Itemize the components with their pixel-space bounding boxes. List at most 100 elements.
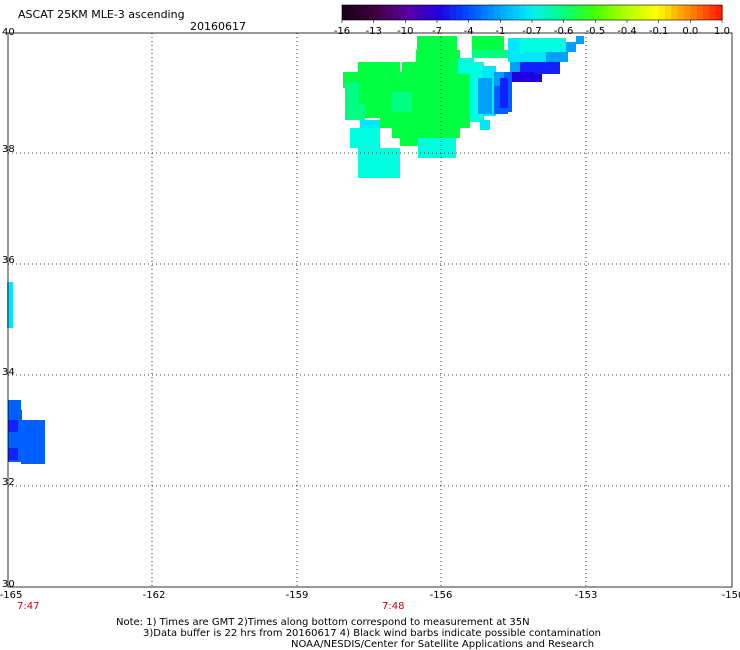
colorbar-segment [576,5,584,20]
data-cell [500,78,508,108]
colorbar-segment [342,5,349,20]
colorbar-segment [639,5,647,20]
data-cell [520,38,566,54]
data-cell [392,126,460,138]
colorbar-label: -7 [432,26,442,37]
data-cell [350,128,380,148]
colorbar-segment [557,5,565,20]
colorbar-segment [620,5,628,20]
graticule [8,33,732,587]
colorbar-segment [595,5,603,20]
colorbar-segment [437,5,444,20]
colorbar-segment [430,5,438,20]
colorbar-segment [608,5,615,20]
colorbar-label: -16 [333,26,351,37]
data-cell [343,72,473,88]
colorbar-segment [424,5,432,20]
colorbar-segment [405,5,413,20]
colorbar-segment [519,5,527,20]
colorbar-segment [532,5,539,20]
data-cell [478,78,492,114]
data-cell [472,50,516,58]
data-cell [8,420,18,432]
colorbar-label: 1.0 [714,26,730,37]
map-title: ASCAT 25KM MLE-3 ascending [18,8,185,21]
data-cell [7,282,13,328]
data-cell [512,72,542,82]
colorbar-segment [380,5,387,20]
colorbar-segment [715,5,723,20]
colorbar-segment [582,5,590,20]
colorbar-segment [494,5,501,20]
data-cell [402,62,472,74]
lon-label-165: -165 [0,590,23,601]
colorbar-segment [373,5,381,20]
data-cell [358,62,400,74]
data-cell [566,42,576,52]
colorbar-segment [354,5,362,20]
data-cell [416,50,460,64]
colorbar-segment [399,5,406,20]
colorbar-segment [462,5,470,20]
colorbar [341,4,723,23]
data-cell [472,36,504,50]
colorbar-segment [367,5,375,20]
colorbar-segment [614,5,622,20]
lat-label-32: 32 [2,477,15,488]
colorbar-segment [481,5,489,20]
data-cell [21,420,45,464]
colorbar-segment [443,5,451,20]
colorbar-segment [551,5,558,20]
data-cell [480,120,490,130]
colorbar-segment [475,5,482,20]
data-cell [8,448,18,460]
colorbar-segment [652,5,660,20]
colorbar-segment [544,5,552,20]
data-cells [7,36,584,464]
colorbar-label: -0.7 [522,26,542,37]
data-cell [345,82,359,106]
data-cell [576,36,584,44]
data-cell [358,148,400,178]
footer-credit: NOAA/NESDIS/Center for Satellite Applica… [291,639,595,650]
lon-label-153: -153 [574,590,598,601]
lon-label-150: -150 [721,590,740,601]
data-cell [400,138,420,146]
colorbar-segment [563,5,571,20]
colorbar-segment [538,5,546,20]
lat-label-36: 36 [2,255,15,266]
colorbar-segment [386,5,394,20]
colorbar-segment [392,5,400,20]
lon-label-156: -156 [429,590,453,601]
lat-label-40: 40 [2,27,15,38]
colorbar-segment [703,5,710,20]
colorbar-segment [627,5,634,20]
colorbar-segment [677,5,685,20]
colorbar-segment [684,5,691,20]
time-label-0748: 7:48 [382,601,405,612]
colorbar-segment [633,5,641,20]
lon-label-162: -162 [142,590,166,601]
time-label-0747: 7:47 [17,601,40,612]
lat-label-38: 38 [2,144,15,155]
footer-note-line1: Note: 1) Times are GMT 2)Times along bot… [116,617,530,628]
data-cell [8,400,21,410]
data-cell [534,62,560,74]
colorbar-segment [348,5,356,20]
colorbar-label: -10 [397,26,414,37]
colorbar-label: 0.0 [682,26,699,37]
lat-label-30: 30 [2,579,15,590]
data-cell [432,140,456,158]
lat-label-34: 34 [2,367,15,378]
colorbar-segment [506,5,514,20]
colorbar-segment [658,5,666,20]
data-cell [380,116,470,128]
colorbar-segment [513,5,520,20]
colorbar-label: -4 [463,26,474,37]
data-cell [345,104,365,120]
lon-label-159: -159 [285,590,309,601]
data-cell [524,52,566,62]
colorbar-segment [411,5,419,20]
colorbar-segment [589,5,596,20]
